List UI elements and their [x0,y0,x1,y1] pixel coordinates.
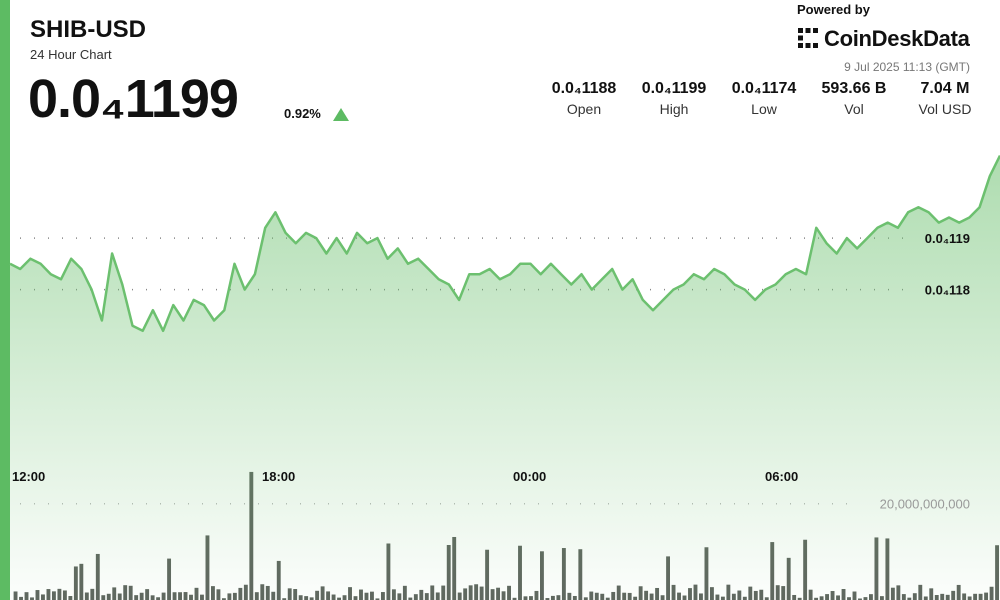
pair-title: SHIB-USD [30,16,147,43]
x-tick-label: 00:00 [513,469,546,484]
stat-low-value: 0.0₄1174 [731,80,797,97]
x-tick-label: 12:00 [12,469,45,484]
stat-high-value: 0.0₄1199 [641,80,707,97]
price-line [9,155,1000,333]
stat-low: 0.0₄1174 Low [728,80,800,117]
stat-vol-label: Vol [844,101,864,117]
up-arrow-icon [333,108,349,121]
stat-vol-value: 593.66 B [821,80,887,97]
stat-high-label: High [659,101,689,117]
stat-vol-usd-value: 7.04 M [920,80,970,97]
x-tick-label: 18:00 [262,469,295,484]
stat-open-label: Open [566,101,602,117]
volume-tick-label: 20,000,000,000 [880,497,970,512]
powered-by-label: Powered by [797,2,870,17]
y-tick-label: 0.0₄118 [925,283,970,298]
stat-open-value: 0.0₄1188 [551,80,617,97]
stat-vol-usd: 7.04 M Vol USD [908,80,982,117]
current-price: 0.0₄1199 [28,69,239,129]
y-tick-label: 0.0₄119 [925,231,970,246]
coindesk-logo-icon [798,28,818,48]
price-area [10,155,1000,600]
accent-bar [0,0,10,600]
stat-vol-usd-label: Vol USD [918,101,972,117]
stat-open: 0.0₄1188 Open [548,80,620,117]
stat-low-label: Low [751,101,777,117]
stat-high: 0.0₄1199 High [638,80,710,117]
timestamp: 9 Jul 2025 11:13 (GMT) [844,60,970,74]
x-tick-label: 06:00 [765,469,798,484]
stat-vol: 593.66 B Vol [812,80,896,117]
brand-name: CoinDeskData [824,26,970,51]
price-change: 0.92% [284,106,321,121]
chart-subtitle: 24 Hour Chart [30,47,112,62]
